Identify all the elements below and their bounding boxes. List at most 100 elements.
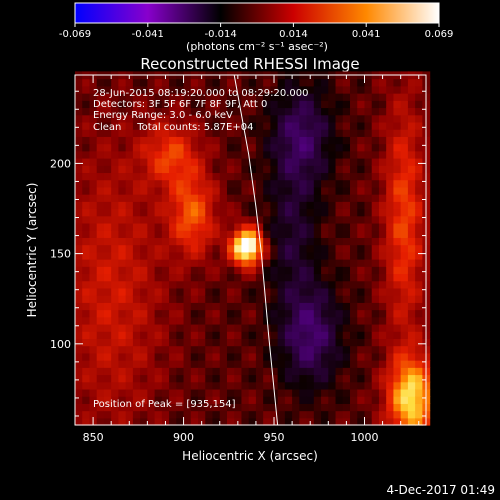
- heatmap-cell: [357, 215, 366, 224]
- heatmap-cell: [140, 302, 148, 311]
- heatmap-cell: [190, 150, 199, 159]
- heatmap-cell: [328, 323, 337, 332]
- heatmap-cell: [234, 259, 243, 267]
- heatmap-cell: [183, 309, 192, 318]
- heatmap-cell: [75, 215, 83, 224]
- heatmap-cell: [400, 230, 409, 238]
- heatmap-cell: [357, 107, 366, 116]
- heatmap-cell: [234, 388, 243, 397]
- heatmap-cell: [357, 259, 366, 267]
- heatmap-cell: [111, 287, 120, 296]
- heatmap-cell: [255, 150, 264, 159]
- heatmap-cell: [407, 410, 416, 419]
- heatmap-cell: [248, 381, 257, 390]
- heatmap-cell: [89, 367, 98, 376]
- heatmap-cell: [219, 114, 228, 123]
- heatmap-cell: [350, 78, 358, 87]
- heatmap-cell: [350, 273, 358, 282]
- heatmap-cell: [226, 165, 235, 174]
- heatmap-cell: [96, 302, 105, 311]
- heatmap-cell: [132, 345, 141, 354]
- heatmap-cell: [328, 222, 337, 231]
- heatmap-cell: [89, 93, 98, 101]
- heatmap-cell: [154, 208, 163, 217]
- heatmap-cell: [234, 309, 243, 318]
- heatmap-cell: [321, 295, 329, 303]
- heatmap-cell: [147, 323, 156, 332]
- heatmap-cell: [364, 367, 373, 376]
- heatmap-cell: [125, 179, 134, 188]
- heatmap-cell: [82, 338, 91, 347]
- x-tick-label: 900: [173, 431, 194, 444]
- heatmap-cell: [125, 107, 134, 116]
- heatmap-cell: [75, 150, 83, 159]
- heatmap-cell: [270, 273, 279, 282]
- heatmap-cell: [313, 93, 322, 101]
- heatmap-cell: [313, 150, 322, 159]
- heatmap-cell: [350, 230, 358, 238]
- heatmap-cell: [212, 244, 221, 253]
- heatmap-cell: [161, 172, 170, 181]
- heatmap-cell: [103, 179, 112, 188]
- heatmap-cell: [125, 93, 134, 101]
- heatmap-cell: [407, 244, 416, 253]
- heatmap-cell: [75, 302, 83, 311]
- heatmap-cell: [219, 403, 228, 412]
- heatmap-cell: [234, 360, 243, 368]
- heatmap-cell: [190, 208, 199, 217]
- heatmap-cell: [234, 403, 243, 412]
- heatmap-cell: [277, 143, 286, 152]
- heatmap-cell: [198, 100, 206, 109]
- heatmap-cell: [350, 179, 358, 188]
- heatmap-cell: [161, 114, 170, 123]
- heatmap-cell: [176, 85, 185, 94]
- heatmap-cell: [190, 85, 199, 94]
- heatmap-cell: [371, 194, 380, 202]
- heatmap-cell: [118, 150, 127, 159]
- heatmap-cell: [190, 107, 199, 116]
- heatmap-cell: [125, 403, 134, 412]
- heatmap-cell: [219, 381, 228, 390]
- heatmap-cell: [415, 100, 423, 109]
- heatmap-cell: [415, 266, 423, 275]
- heatmap-cell: [176, 215, 185, 224]
- colorbar-unit-label: (photons cm⁻² s⁻¹ asec⁻²): [186, 40, 328, 53]
- heatmap-cell: [277, 396, 286, 404]
- heatmap-cell: [364, 352, 373, 361]
- heatmap-cell: [400, 107, 409, 116]
- heatmap-cell: [263, 259, 272, 267]
- heatmap-cell: [277, 259, 286, 267]
- heatmap-cell: [328, 410, 337, 419]
- heatmap-cell: [371, 388, 380, 397]
- heatmap-cell: [299, 360, 308, 368]
- heatmap-cell: [118, 215, 127, 224]
- heatmap-cell: [357, 323, 366, 332]
- heatmap-cell: [198, 121, 206, 130]
- heatmap-cell: [96, 129, 105, 137]
- heatmap-cell: [212, 367, 221, 376]
- heatmap-cell: [357, 338, 366, 347]
- heatmap-cell: [407, 287, 416, 296]
- heatmap-cell: [111, 280, 120, 289]
- heatmap-cell: [176, 302, 185, 311]
- heatmap-cell: [378, 179, 387, 188]
- heatmap-cell: [386, 222, 395, 231]
- heatmap-cell: [357, 93, 366, 101]
- heatmap-cell: [198, 345, 206, 354]
- heatmap-cell: [241, 396, 250, 404]
- heatmap-cell: [125, 295, 134, 303]
- heatmap-cell: [183, 222, 192, 231]
- heatmap-cell: [342, 179, 351, 188]
- heatmap-cell: [154, 323, 163, 332]
- heatmap-cell: [154, 93, 163, 101]
- heatmap-cell: [161, 143, 170, 152]
- heatmap-cell: [198, 165, 206, 174]
- heatmap-cell: [328, 85, 337, 94]
- heatmap-cell: [263, 381, 272, 390]
- heatmap-cell: [75, 230, 83, 238]
- heatmap-cell: [125, 287, 134, 296]
- heatmap-cell: [212, 331, 221, 340]
- heatmap-cell: [299, 244, 308, 253]
- heatmap-cell: [75, 295, 83, 303]
- heatmap-cell: [270, 230, 279, 238]
